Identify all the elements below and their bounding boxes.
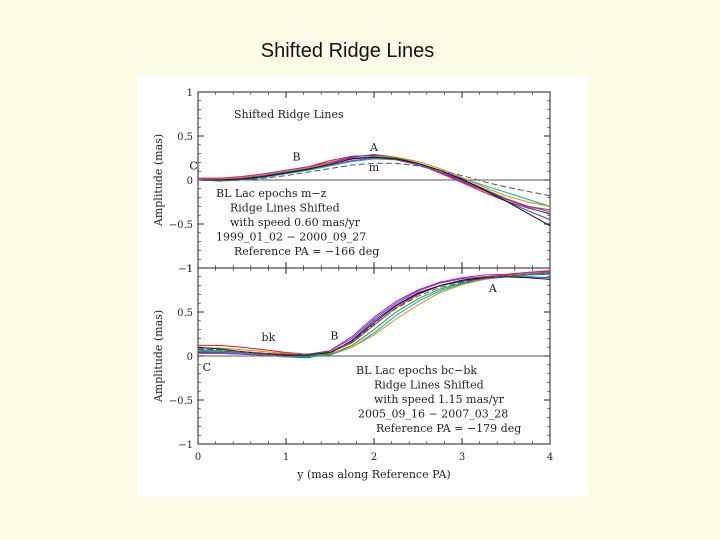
panel-2-note-line-4: 2005_09_16 − 2007_03_28	[358, 408, 508, 421]
panel-2-annotation-C: C	[203, 361, 211, 374]
panel-2-series-line-6	[198, 271, 551, 355]
panel-1-note-line-3: with speed 0.60 mas/yr	[230, 216, 361, 229]
panel-1-annotation-B: B	[293, 151, 301, 164]
panel-2-series-line-8	[197, 276, 551, 356]
panel-2-x-tick-label: 2	[371, 452, 377, 463]
panel-1-y-axis-label: Amplitude (mas)	[152, 134, 165, 227]
panel-2-y-tick-label: 0.5	[177, 308, 193, 319]
panel-2-series-line-7	[198, 271, 551, 357]
panel-1-series-line-6	[198, 155, 551, 207]
panel-2-note-line-2: Ridge Lines Shifted	[374, 379, 484, 392]
panel-1-note-line-4: 1999_01_02 − 2000_09_27	[216, 231, 366, 244]
panel-2-series-line-1	[198, 270, 551, 355]
panel-2-series-line-9	[197, 272, 551, 355]
panel-2-series-line-4	[198, 271, 551, 355]
panel-1-note-line-2: Ridge Lines Shifted	[230, 202, 340, 215]
panel-1-series-line-8	[198, 156, 551, 227]
panel-1-note-line-5: Reference PA = −166 deg	[234, 245, 379, 258]
slide-title: Shifted Ridge Lines	[260, 40, 435, 62]
panel-2-y-axis-label: Amplitude (mas)	[152, 310, 165, 403]
panel-1-y-tick-label: −1	[178, 264, 193, 275]
ridge-lines-plot: 1 0.5 0 −0.5 −1 Amplitude (mas) C B Am Shifted Ri…	[152, 88, 553, 481]
panel-2-annotation-B: B	[330, 329, 338, 342]
panel-2-note-line-3: with speed 1.15 mas/yr	[374, 393, 505, 406]
panel-1-annotation-A: A	[369, 141, 379, 154]
panel-2-note-line-1: BL Lac epochs bc−bk	[356, 364, 477, 377]
panel-2-x-tick-label: 0	[195, 452, 201, 463]
panel-1-title: Shifted Ridge Lines	[234, 108, 344, 121]
panel-1-series-line-4	[197, 157, 551, 215]
panel-1-y-tick-label: 0.5	[177, 132, 193, 143]
panel-2-x-tick-label: 3	[459, 452, 465, 463]
panel-2-y-tick-label: −0.5	[169, 396, 193, 407]
panel-1-note-line-1: BL Lac epochs m−z	[216, 187, 327, 200]
panel-2-annotation-A: A	[488, 282, 498, 295]
panel-1-y-tick-label: −0.5	[169, 220, 193, 231]
panel-2-x-tick-label: 4	[547, 452, 553, 463]
panel-2-note-line-5: Reference PA = −179 deg	[376, 422, 521, 435]
panel-1-y-tick-label: 1	[187, 88, 193, 99]
panel-2-series-line-3	[197, 273, 551, 357]
panel-2-x-tick-label: 1	[283, 452, 289, 463]
panel-2-x-axis-label: y (mas along Reference PA)	[296, 468, 450, 481]
panel-1-annotation-C: C	[189, 159, 197, 172]
panel-2-y-tick-label: 0	[187, 352, 193, 363]
panel-1-y-tick-label: 0	[187, 176, 193, 187]
panel-1-series-line-5	[197, 158, 551, 207]
panel-2-y-tick-label: −1	[178, 440, 193, 451]
panel-2-annotation-bk: bk	[262, 331, 276, 344]
panel-2-y-tick-label: 1	[187, 264, 193, 275]
panel-1-annotation-m: m	[369, 161, 380, 174]
panel-2-series-line-5	[197, 272, 551, 358]
panel-1-series-line-9	[197, 162, 551, 197]
